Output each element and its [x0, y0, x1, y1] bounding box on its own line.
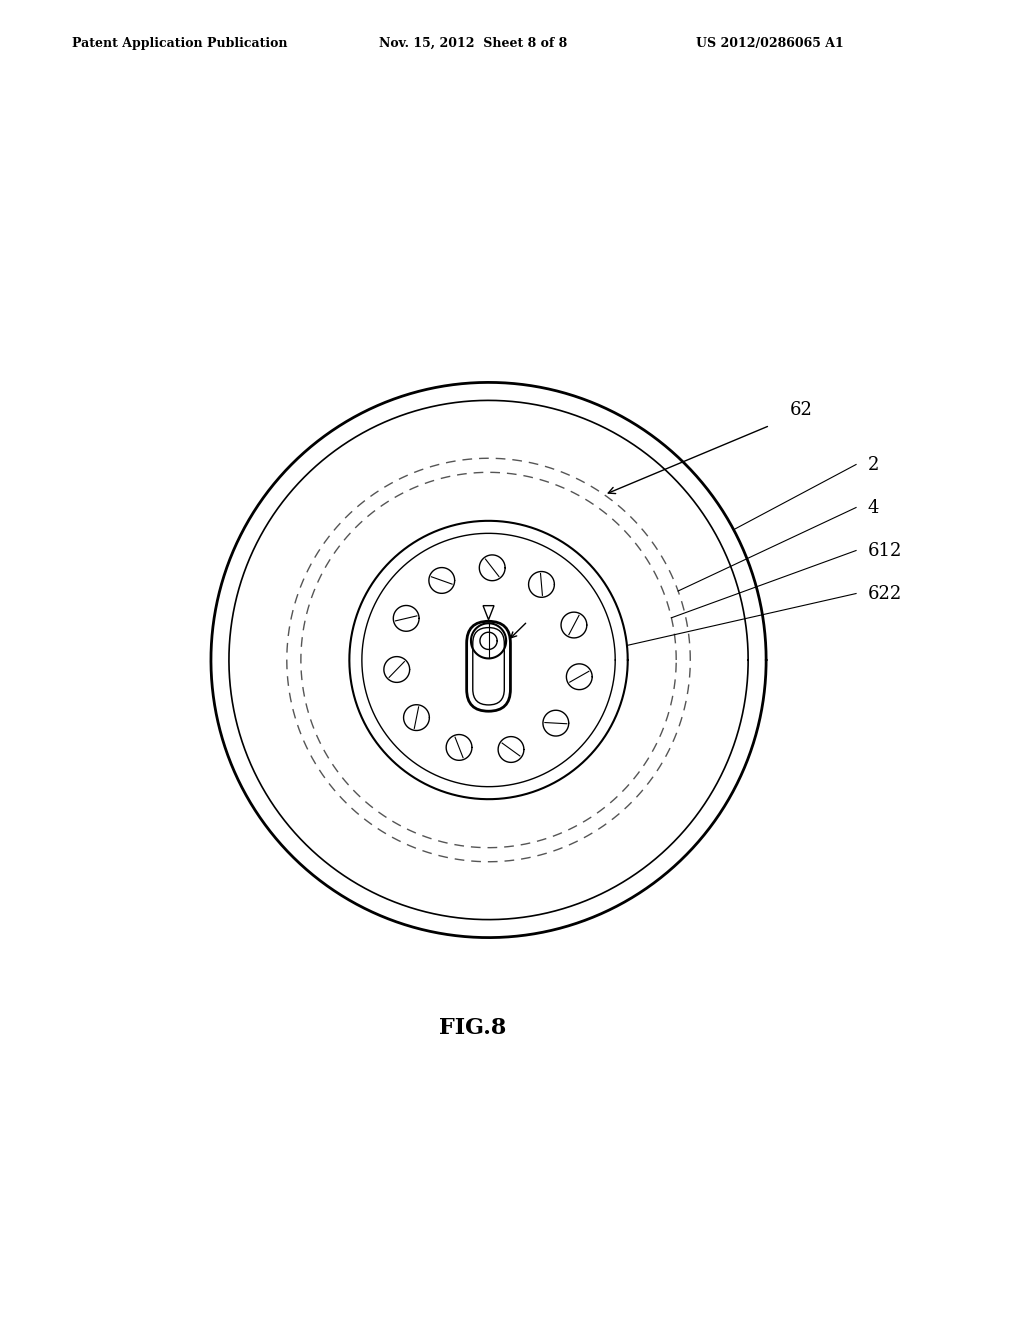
Text: US 2012/0286065 A1: US 2012/0286065 A1 — [696, 37, 844, 50]
Text: 62: 62 — [790, 401, 812, 418]
Text: FIG.8: FIG.8 — [439, 1016, 507, 1039]
Text: 612: 612 — [867, 541, 902, 560]
Text: Patent Application Publication: Patent Application Publication — [72, 37, 287, 50]
Text: Nov. 15, 2012  Sheet 8 of 8: Nov. 15, 2012 Sheet 8 of 8 — [379, 37, 567, 50]
Text: 622: 622 — [867, 585, 902, 602]
Text: 2: 2 — [867, 455, 880, 474]
Text: 4: 4 — [867, 499, 880, 516]
